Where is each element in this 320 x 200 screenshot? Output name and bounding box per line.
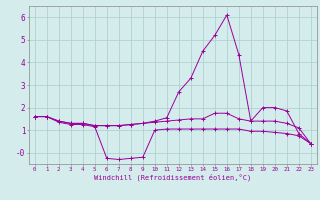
X-axis label: Windchill (Refroidissement éolien,°C): Windchill (Refroidissement éolien,°C) bbox=[94, 174, 252, 181]
